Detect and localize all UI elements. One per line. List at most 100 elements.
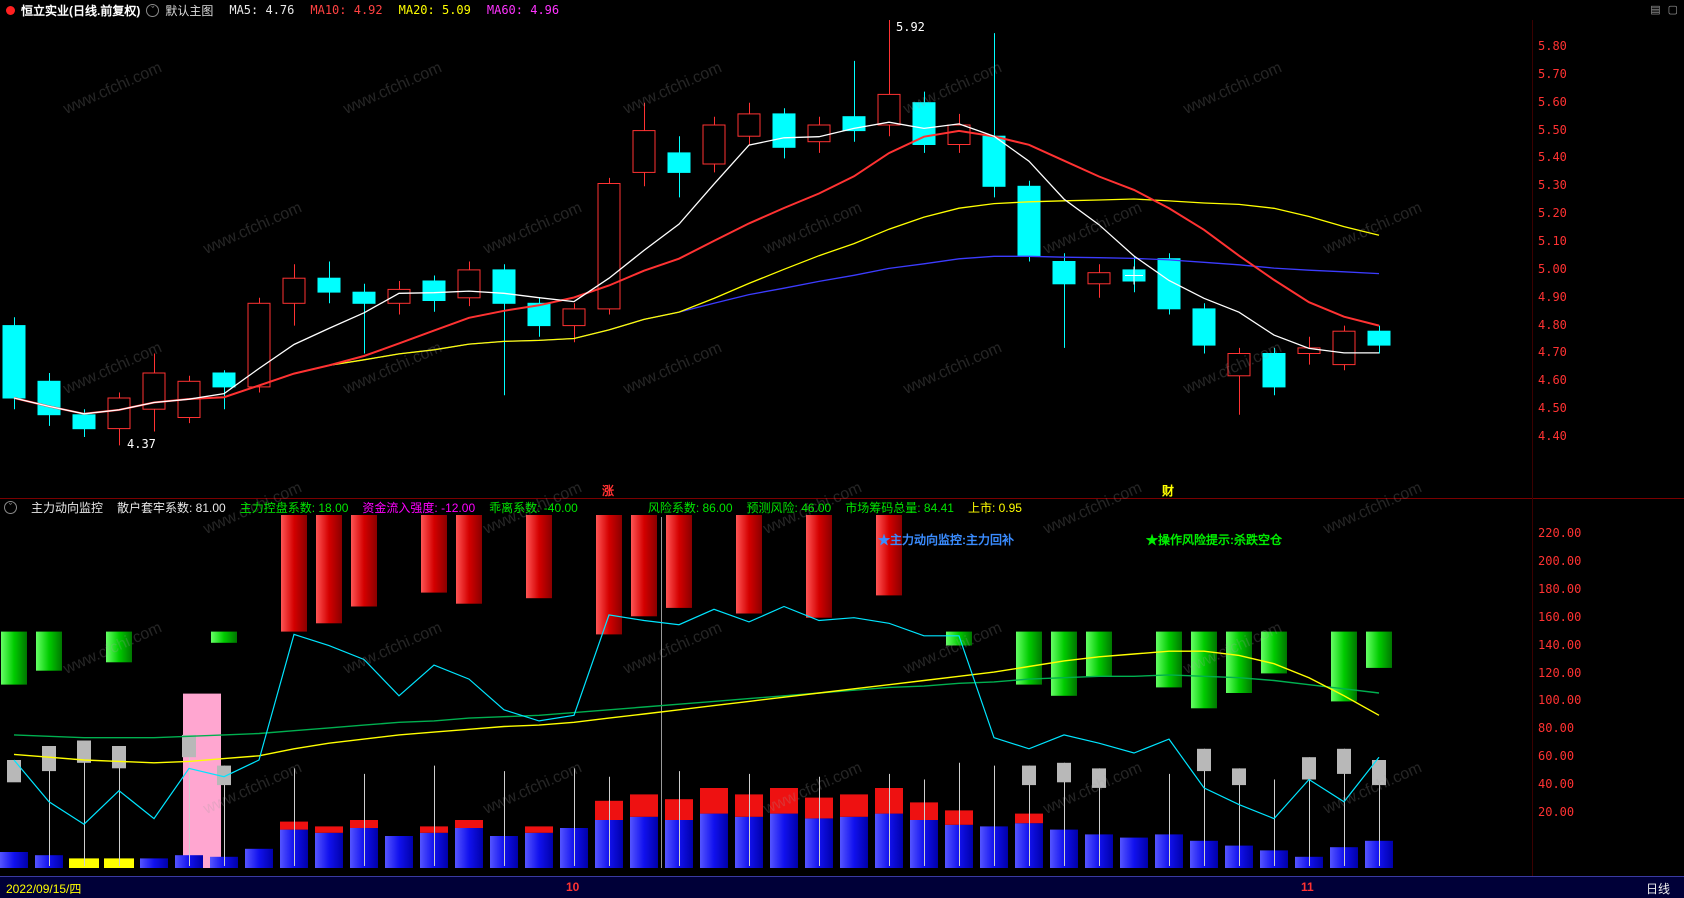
candle-down bbox=[212, 370, 236, 410]
gray-float-bar bbox=[77, 740, 91, 763]
indicator-axis-label: 40.00 bbox=[1538, 777, 1575, 792]
marker-zhang: 涨 bbox=[602, 484, 615, 498]
red-cap-bar bbox=[700, 788, 728, 814]
red-cap-bar bbox=[840, 794, 868, 817]
ma20-label: MA20: 5.09 bbox=[398, 3, 471, 17]
green-hang-bar bbox=[106, 631, 132, 663]
indicator-field-kongpan: 主力控盘系数: 18.00 bbox=[239, 500, 349, 515]
period-selector[interactable]: 日线 bbox=[1645, 882, 1670, 896]
candle-down bbox=[37, 373, 61, 426]
red-cap-bar bbox=[455, 820, 483, 828]
date-label: 2022/09/15/四 bbox=[6, 882, 82, 896]
chart-layout-label[interactable]: 默认主图 bbox=[165, 3, 214, 18]
yellow-indicator-line bbox=[13, 650, 1380, 764]
candle-down bbox=[2, 317, 26, 410]
gray-float-bar bbox=[1057, 762, 1071, 783]
indicator-field-shangshi: 上市: 0.95 bbox=[967, 500, 1022, 515]
indicator-header: ˇ 主力动向监控 散户套牢系数: 81.00 主力控盘系数: 18.00 资金流… bbox=[0, 499, 1684, 515]
stock-status-dot-icon bbox=[6, 5, 15, 15]
indicator-name[interactable]: 主力动向监控 bbox=[31, 500, 104, 515]
cyan-indicator-line bbox=[13, 605, 1380, 825]
price-axis-label: 5.20 bbox=[1538, 206, 1567, 221]
candle-up bbox=[1087, 264, 1111, 298]
candle-down bbox=[1157, 253, 1181, 315]
high-annotation: 5.92 bbox=[896, 20, 925, 34]
indicator-field-zijin: 资金流入强度: -12.00 bbox=[362, 500, 476, 515]
candle-up bbox=[1227, 347, 1251, 415]
blue-bottom-bar bbox=[525, 832, 553, 868]
blue-bottom-bar bbox=[630, 816, 658, 868]
indicator-chart-panel[interactable]: ★主力动向监控:主力回补 ★操作风险提示:杀跌空仓 220.00 200.00 18… bbox=[0, 515, 1684, 876]
indicator-axis-label: 120.00 bbox=[1538, 665, 1582, 680]
red-hang-bar bbox=[806, 515, 832, 618]
green-hang-bar bbox=[211, 631, 237, 643]
indicator-note-blue: ★主力动向监控:主力回补 bbox=[878, 533, 1014, 547]
green-hang-bar bbox=[1366, 631, 1392, 668]
main-chart-panel[interactable]: 5.92 4.37 涨 财 5.80 5.70 5.60 5.50 5.40 5.30 5.… bbox=[0, 20, 1684, 498]
price-axis-label: 5.10 bbox=[1538, 234, 1567, 249]
blue-bottom-bar bbox=[700, 813, 728, 868]
red-hang-bar bbox=[421, 515, 447, 593]
indicator-dropdown-icon[interactable]: ˇ bbox=[4, 500, 17, 514]
candle-up bbox=[247, 297, 271, 393]
red-cap-bar bbox=[315, 826, 343, 833]
ma5-line bbox=[13, 121, 1379, 415]
gray-float-bar bbox=[1372, 760, 1386, 786]
price-axis-label: 5.00 bbox=[1538, 261, 1567, 276]
green-hang-bar bbox=[1226, 631, 1252, 693]
indicator-axis-label: 160.00 bbox=[1538, 609, 1582, 624]
candle-up bbox=[457, 261, 481, 307]
blue-bottom-bar bbox=[315, 832, 343, 868]
chart-layout-dropdown-icon[interactable]: ˇ bbox=[146, 3, 160, 17]
indicator-field-chouma: 市场筹码总量: 84.41 bbox=[845, 500, 954, 515]
red-cap-bar bbox=[630, 794, 658, 817]
layout-split-icon[interactable]: ▤ bbox=[1650, 4, 1661, 16]
indicator-field-yuce: 预测风险: 46.00 bbox=[746, 500, 832, 515]
price-axis-label: 5.80 bbox=[1538, 39, 1567, 53]
month-marker: 11 bbox=[1301, 880, 1314, 894]
candle-down bbox=[1017, 180, 1041, 262]
price-axis-label: 5.60 bbox=[1538, 94, 1567, 109]
gray-float-bar bbox=[1197, 748, 1211, 772]
indicator-chart[interactable] bbox=[0, 515, 1684, 876]
red-hang-bar bbox=[456, 515, 482, 604]
candle-down bbox=[1192, 303, 1216, 354]
candle-up bbox=[282, 264, 306, 326]
title-bar: 恒立实业(日线.前复权) ˇ 默认主图 MA5: 4.76 MA10: 4.92… bbox=[0, 0, 1684, 20]
price-axis-label: 4.90 bbox=[1538, 289, 1567, 304]
red-hang-bar bbox=[351, 515, 377, 607]
blue-bottom-bar bbox=[1120, 837, 1148, 868]
candle-down bbox=[492, 264, 516, 396]
marker-cai: 财 bbox=[1162, 484, 1175, 498]
price-axis-label: 4.50 bbox=[1538, 401, 1567, 416]
price-axis-label: 5.30 bbox=[1538, 178, 1567, 193]
candle-up bbox=[562, 303, 586, 343]
gray-float-bar bbox=[1232, 768, 1246, 786]
price-axis-label: 4.80 bbox=[1538, 317, 1567, 332]
blue-bottom-bar bbox=[455, 828, 483, 868]
candle-up bbox=[632, 102, 656, 187]
gray-float-bar bbox=[1337, 748, 1351, 774]
gray-float-bar bbox=[217, 765, 231, 786]
pink-highlight-bar bbox=[183, 693, 221, 868]
candle-down bbox=[982, 33, 1006, 198]
gray-float-bar bbox=[182, 734, 196, 758]
green-hang-bar bbox=[1, 631, 27, 685]
stock-title: 恒立实业(日线.前复权) bbox=[21, 3, 141, 18]
window-panel-icon[interactable]: ▢ bbox=[1667, 4, 1678, 16]
indicator-axis-label: 80.00 bbox=[1538, 721, 1575, 736]
red-hang-bar bbox=[666, 515, 692, 608]
red-hang-bar bbox=[631, 515, 657, 617]
candle-up bbox=[597, 177, 621, 315]
blue-bottom-bar bbox=[770, 813, 798, 868]
candle-down bbox=[1262, 347, 1286, 396]
indicator-note-green: ★操作风险提示:杀跌空仓 bbox=[1146, 533, 1282, 547]
candlestick-chart[interactable] bbox=[0, 20, 1684, 498]
indicator-axis-label: 140.00 bbox=[1538, 637, 1582, 652]
blue-bottom-bar bbox=[245, 848, 273, 868]
price-axis-label: 4.70 bbox=[1538, 345, 1567, 360]
month-marker: 10 bbox=[566, 880, 580, 894]
candle-down bbox=[422, 275, 446, 312]
candle-up bbox=[702, 116, 726, 173]
